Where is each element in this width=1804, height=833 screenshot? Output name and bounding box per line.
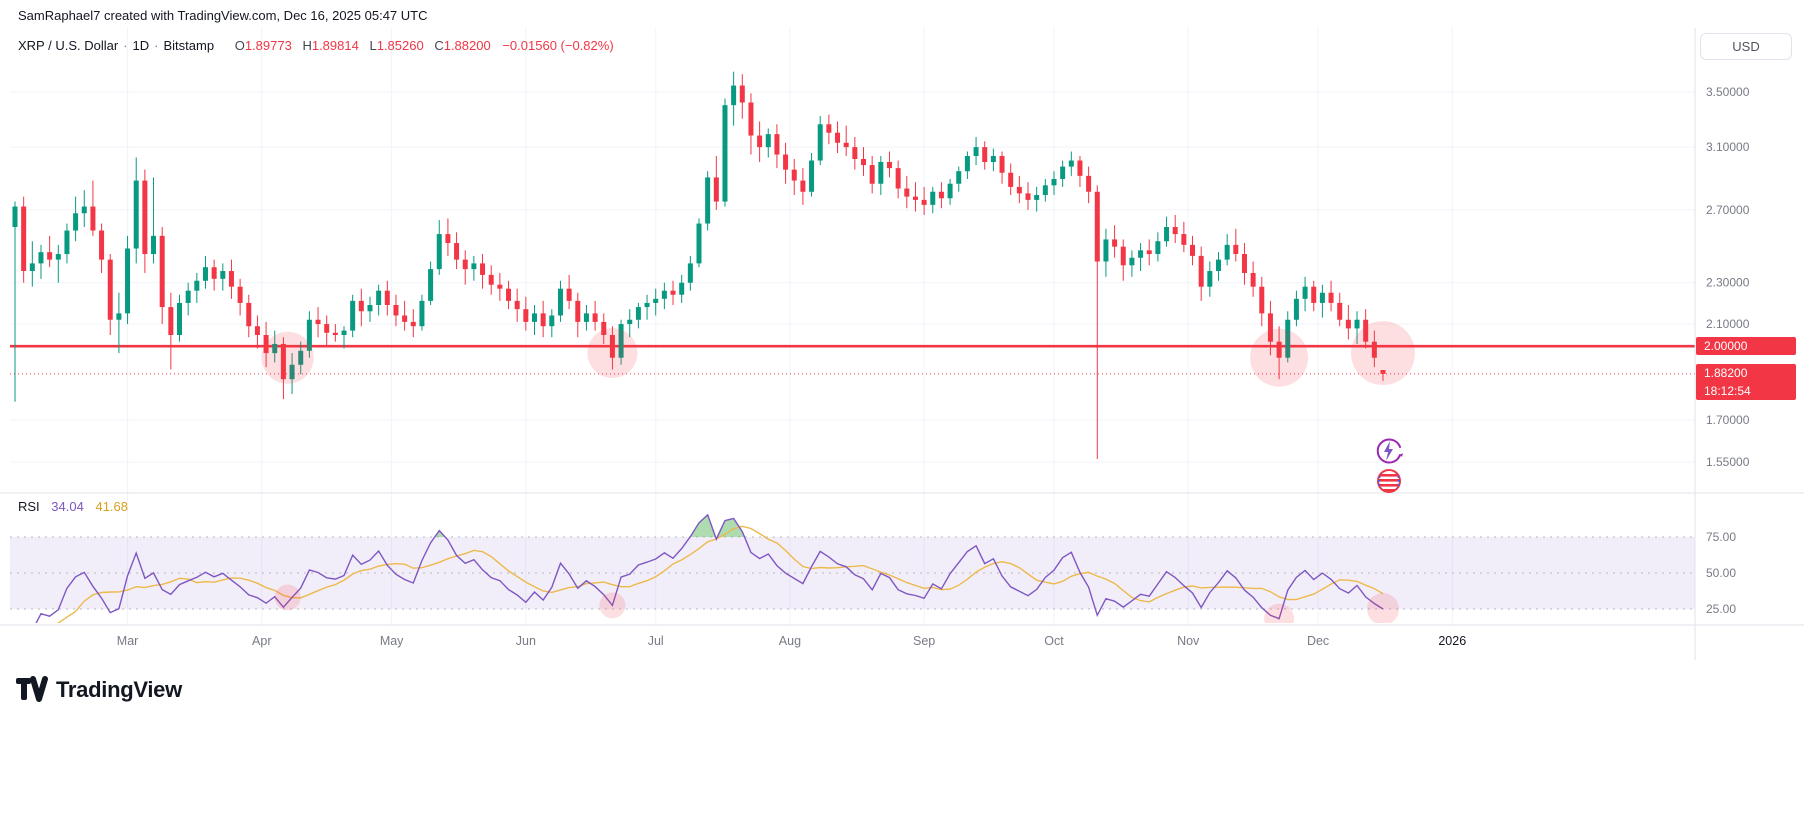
svg-text:2.70000: 2.70000 [1706, 203, 1750, 217]
rsi-value: 34.04 [51, 499, 84, 514]
svg-text:Oct: Oct [1044, 634, 1064, 648]
svg-text:3.50000: 3.50000 [1706, 85, 1750, 99]
last-price-badge: 1.88200 18:12:54 [1696, 363, 1796, 400]
interval-label[interactable]: 1D [132, 38, 150, 53]
svg-text:May: May [380, 634, 404, 648]
currency-toggle-button[interactable]: USD [1700, 33, 1792, 60]
svg-text:1.70000: 1.70000 [1706, 413, 1750, 427]
highlight-circles [261, 321, 1415, 387]
change-value: −0.01560 (−0.82%) [502, 38, 614, 53]
svg-text:75.00: 75.00 [1706, 530, 1736, 544]
tradingview-logo-icon [16, 676, 48, 702]
striped-ball-sticker-icon[interactable] [1374, 466, 1404, 496]
svg-text:2.10000: 2.10000 [1706, 317, 1750, 331]
legend-separator: · [123, 38, 128, 53]
svg-text:2026: 2026 [1438, 634, 1466, 648]
legend-separator: · [154, 38, 159, 53]
svg-text:1.55000: 1.55000 [1706, 455, 1750, 469]
high-value: 1.89814 [311, 38, 359, 53]
rsi-line [35, 513, 1384, 623]
ohlc-values: O1.89773 H1.89814 L1.85260 C1.88200 −0.0… [228, 38, 614, 53]
close-value: 1.88200 [443, 38, 491, 53]
svg-text:Aug: Aug [779, 634, 801, 648]
lightning-sticker-icon[interactable] [1374, 436, 1404, 466]
rsi-ma-line [56, 525, 1384, 623]
svg-text:Sep: Sep [913, 634, 935, 648]
exchange-label[interactable]: Bitstamp [163, 38, 215, 53]
close-label: C [434, 38, 444, 53]
svg-text:Nov: Nov [1177, 634, 1200, 648]
low-value: 1.85260 [376, 38, 424, 53]
svg-text:50.00: 50.00 [1706, 566, 1736, 580]
svg-text:2.30000: 2.30000 [1706, 276, 1750, 290]
price-axis[interactable]: 3.50000 3.10000 2.70000 2.30000 2.10000 1.700… [1706, 85, 1750, 616]
tradingview-logo[interactable]: TradingView [16, 676, 182, 704]
high-label: H [302, 38, 312, 53]
open-value: 1.89773 [244, 38, 292, 53]
attribution-text: SamRaphael7 created with TradingView.com… [18, 8, 428, 23]
open-label: O [234, 38, 245, 53]
rsi-pane [35, 513, 1399, 623]
pane-separators[interactable] [0, 28, 1804, 660]
svg-text:Apr: Apr [252, 634, 271, 648]
tradingview-logo-text: TradingView [56, 677, 182, 702]
rsi-legend: RSI 34.04 41.68 [18, 499, 128, 514]
rsi-ma-value: 41.68 [95, 499, 129, 514]
svg-text:25.00: 25.00 [1706, 602, 1736, 616]
symbol-legend: XRP / U.S. Dollar · 1D · Bitstamp O1.89773 H… [18, 38, 614, 53]
price-line-value: 2.00000 [1704, 339, 1748, 354]
last-price-value: 1.88200 [1704, 365, 1748, 380]
symbol-title[interactable]: XRP / U.S. Dollar [18, 38, 119, 53]
svg-text:Jun: Jun [516, 634, 536, 648]
time-axis[interactable]: Mar Apr May Jun Jul Aug Sep Oct Nov Dec 2026 [117, 634, 1466, 648]
svg-text:3.10000: 3.10000 [1706, 140, 1750, 154]
svg-text:Jul: Jul [648, 634, 664, 648]
candlestick-series [12, 71, 1386, 460]
price-line-badge: 2.00000 [1696, 337, 1796, 356]
low-label: L [369, 38, 377, 53]
bar-countdown: 18:12:54 [1704, 383, 1751, 398]
gridlines [10, 28, 1695, 625]
rsi-indicator-label[interactable]: RSI [18, 499, 40, 514]
svg-text:Dec: Dec [1307, 634, 1329, 648]
svg-text:Mar: Mar [117, 634, 139, 648]
